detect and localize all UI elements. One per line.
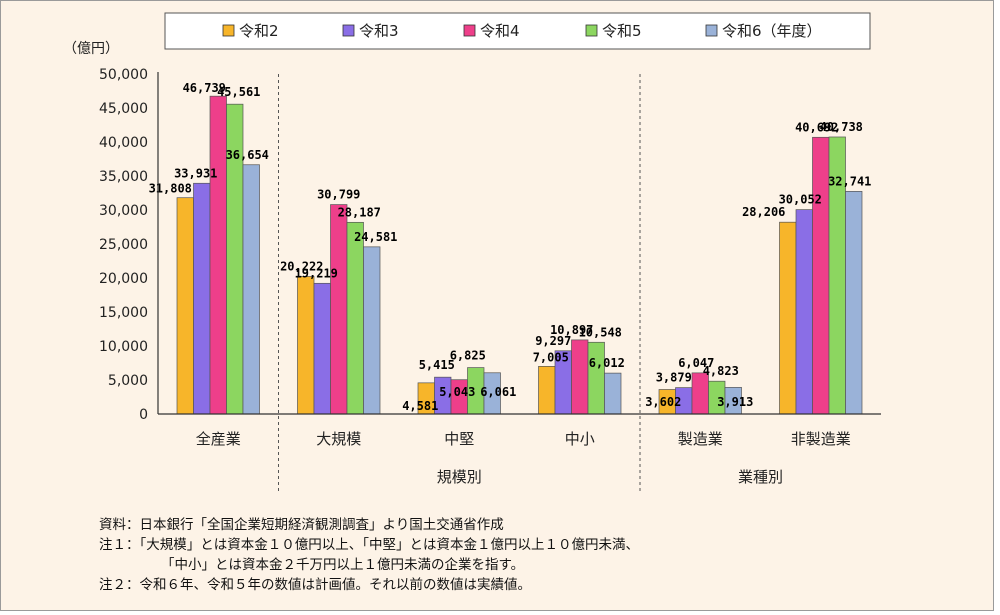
y-axis-label: （億円） — [63, 41, 119, 57]
bars — [176, 95, 863, 415]
data-label: 30,799 — [317, 188, 360, 202]
data-label: 6,061 — [480, 385, 516, 399]
bar — [313, 282, 331, 415]
data-label: 7,005 — [533, 350, 569, 364]
data-label: 40,738 — [820, 120, 863, 134]
data-label: 31,808 — [149, 182, 192, 196]
data-label: 3,602 — [645, 395, 681, 409]
source-note: 資料：日本銀行「全国企業短期経済観測調査」より国土交通省作成 — [99, 517, 504, 533]
bar — [193, 182, 211, 415]
data-label: 20,222 — [280, 259, 323, 273]
bar-chart: 令和2 令和3 令和4 令和5 令和6（年度） （億円） 50,000 45,000 40,… — [63, 12, 881, 491]
note-1: 注１：「大規模」とは資本金１０億円以上、「中堅」とは資本金１億円以上１０億円未満… — [99, 537, 639, 553]
bar — [812, 136, 830, 415]
category-label: 中堅 — [444, 430, 474, 448]
bar — [795, 209, 813, 415]
data-label: 28,206 — [742, 205, 785, 219]
category-label: 製造業 — [678, 430, 723, 448]
data-label: 10,897 — [550, 323, 593, 337]
y-tick-label: 45,000 — [99, 101, 148, 117]
legend-entry: 令和3 — [359, 22, 399, 40]
y-tick-label: 0 — [139, 407, 148, 423]
data-label: 33,931 — [174, 166, 217, 180]
legend-entry: 令和2 — [239, 22, 279, 40]
bar — [538, 366, 556, 415]
bar — [330, 204, 348, 415]
y-tick-label: 35,000 — [99, 169, 148, 185]
data-label: 10,548 — [579, 325, 622, 339]
legend-entry: 令和6（年度） — [722, 22, 822, 40]
data-label: 6,012 — [589, 356, 625, 370]
bar — [604, 372, 622, 415]
bar — [845, 191, 863, 415]
y-tick-label: 50,000 — [99, 67, 148, 83]
data-label: 28,187 — [338, 205, 381, 219]
bar — [242, 164, 260, 415]
legend-swatch — [705, 24, 718, 37]
note-2: 注２：令和６年、令和５年の数値は計画値。それ以前の数値は実績値。 — [99, 577, 531, 593]
bar — [779, 221, 797, 415]
data-label: 4,823 — [703, 364, 739, 378]
legend-swatch — [585, 24, 598, 37]
bar — [346, 221, 364, 415]
bar — [587, 341, 605, 415]
category-label: 中小 — [565, 430, 595, 448]
y-tick-label: 10,000 — [99, 339, 148, 355]
y-tick-label: 25,000 — [99, 237, 148, 253]
note-1-continued: 「中小」とは資本金２千万円以上１億円未満の企業を指す。 — [161, 557, 525, 573]
data-label: 6,047 — [678, 356, 714, 370]
y-tick-label: 20,000 — [99, 271, 148, 287]
legend-swatch — [463, 24, 476, 37]
y-tick-label: 5,000 — [108, 373, 148, 389]
category-label: 全産業 — [196, 430, 241, 448]
bar — [176, 197, 194, 415]
y-tick-label: 15,000 — [99, 305, 148, 321]
data-label: 19,219 — [295, 266, 338, 280]
data-label: 3,913 — [717, 395, 753, 409]
data-label: 45,561 — [217, 85, 260, 99]
data-label: 30,052 — [779, 193, 822, 207]
data-label: 5,415 — [419, 358, 455, 372]
notes: 資料：日本銀行「全国企業短期経済観測調査」より国土交通省作成 注１：「大規模」と… — [99, 515, 639, 595]
data-label: 4,581 — [402, 399, 438, 413]
bar — [571, 339, 589, 415]
data-label: 36,654 — [226, 148, 269, 162]
category-label: 大規模 — [316, 430, 361, 448]
data-label: 32,741 — [828, 174, 871, 188]
data-label: 6,825 — [450, 349, 486, 363]
category-groups: 規模別 業種別 — [437, 468, 783, 486]
bar — [297, 276, 315, 415]
legend-entry: 令和4 — [480, 22, 520, 40]
group-label: 業種別 — [738, 468, 783, 486]
bar — [363, 246, 381, 415]
axes — [157, 72, 881, 415]
y-axis-ticks: 50,000 45,000 40,000 35,000 30,000 25,000 20,0… — [99, 67, 148, 423]
y-tick-label: 40,000 — [99, 135, 148, 151]
legend-swatch — [342, 24, 355, 37]
legend-swatch — [222, 24, 235, 37]
y-tick-label: 30,000 — [99, 203, 148, 219]
legend-entry: 令和5 — [602, 22, 642, 40]
data-label: 5,043 — [439, 385, 475, 399]
data-label: 9,297 — [535, 334, 571, 348]
category-label: 非製造業 — [791, 430, 851, 448]
bar — [691, 372, 709, 415]
data-label: 3,879 — [656, 371, 692, 385]
x-axis-categories: 全産業 大規模 中堅 中小 製造業 非製造業 — [196, 430, 851, 448]
group-label: 規模別 — [437, 468, 482, 486]
data-label: 46,739 — [183, 81, 226, 95]
data-label: 24,581 — [354, 230, 397, 244]
legend-box — [164, 12, 871, 50]
bar — [209, 95, 227, 415]
legend: 令和2 令和3 令和4 令和5 令和6（年度） — [164, 12, 871, 50]
data-label: 40,692 — [795, 120, 838, 134]
